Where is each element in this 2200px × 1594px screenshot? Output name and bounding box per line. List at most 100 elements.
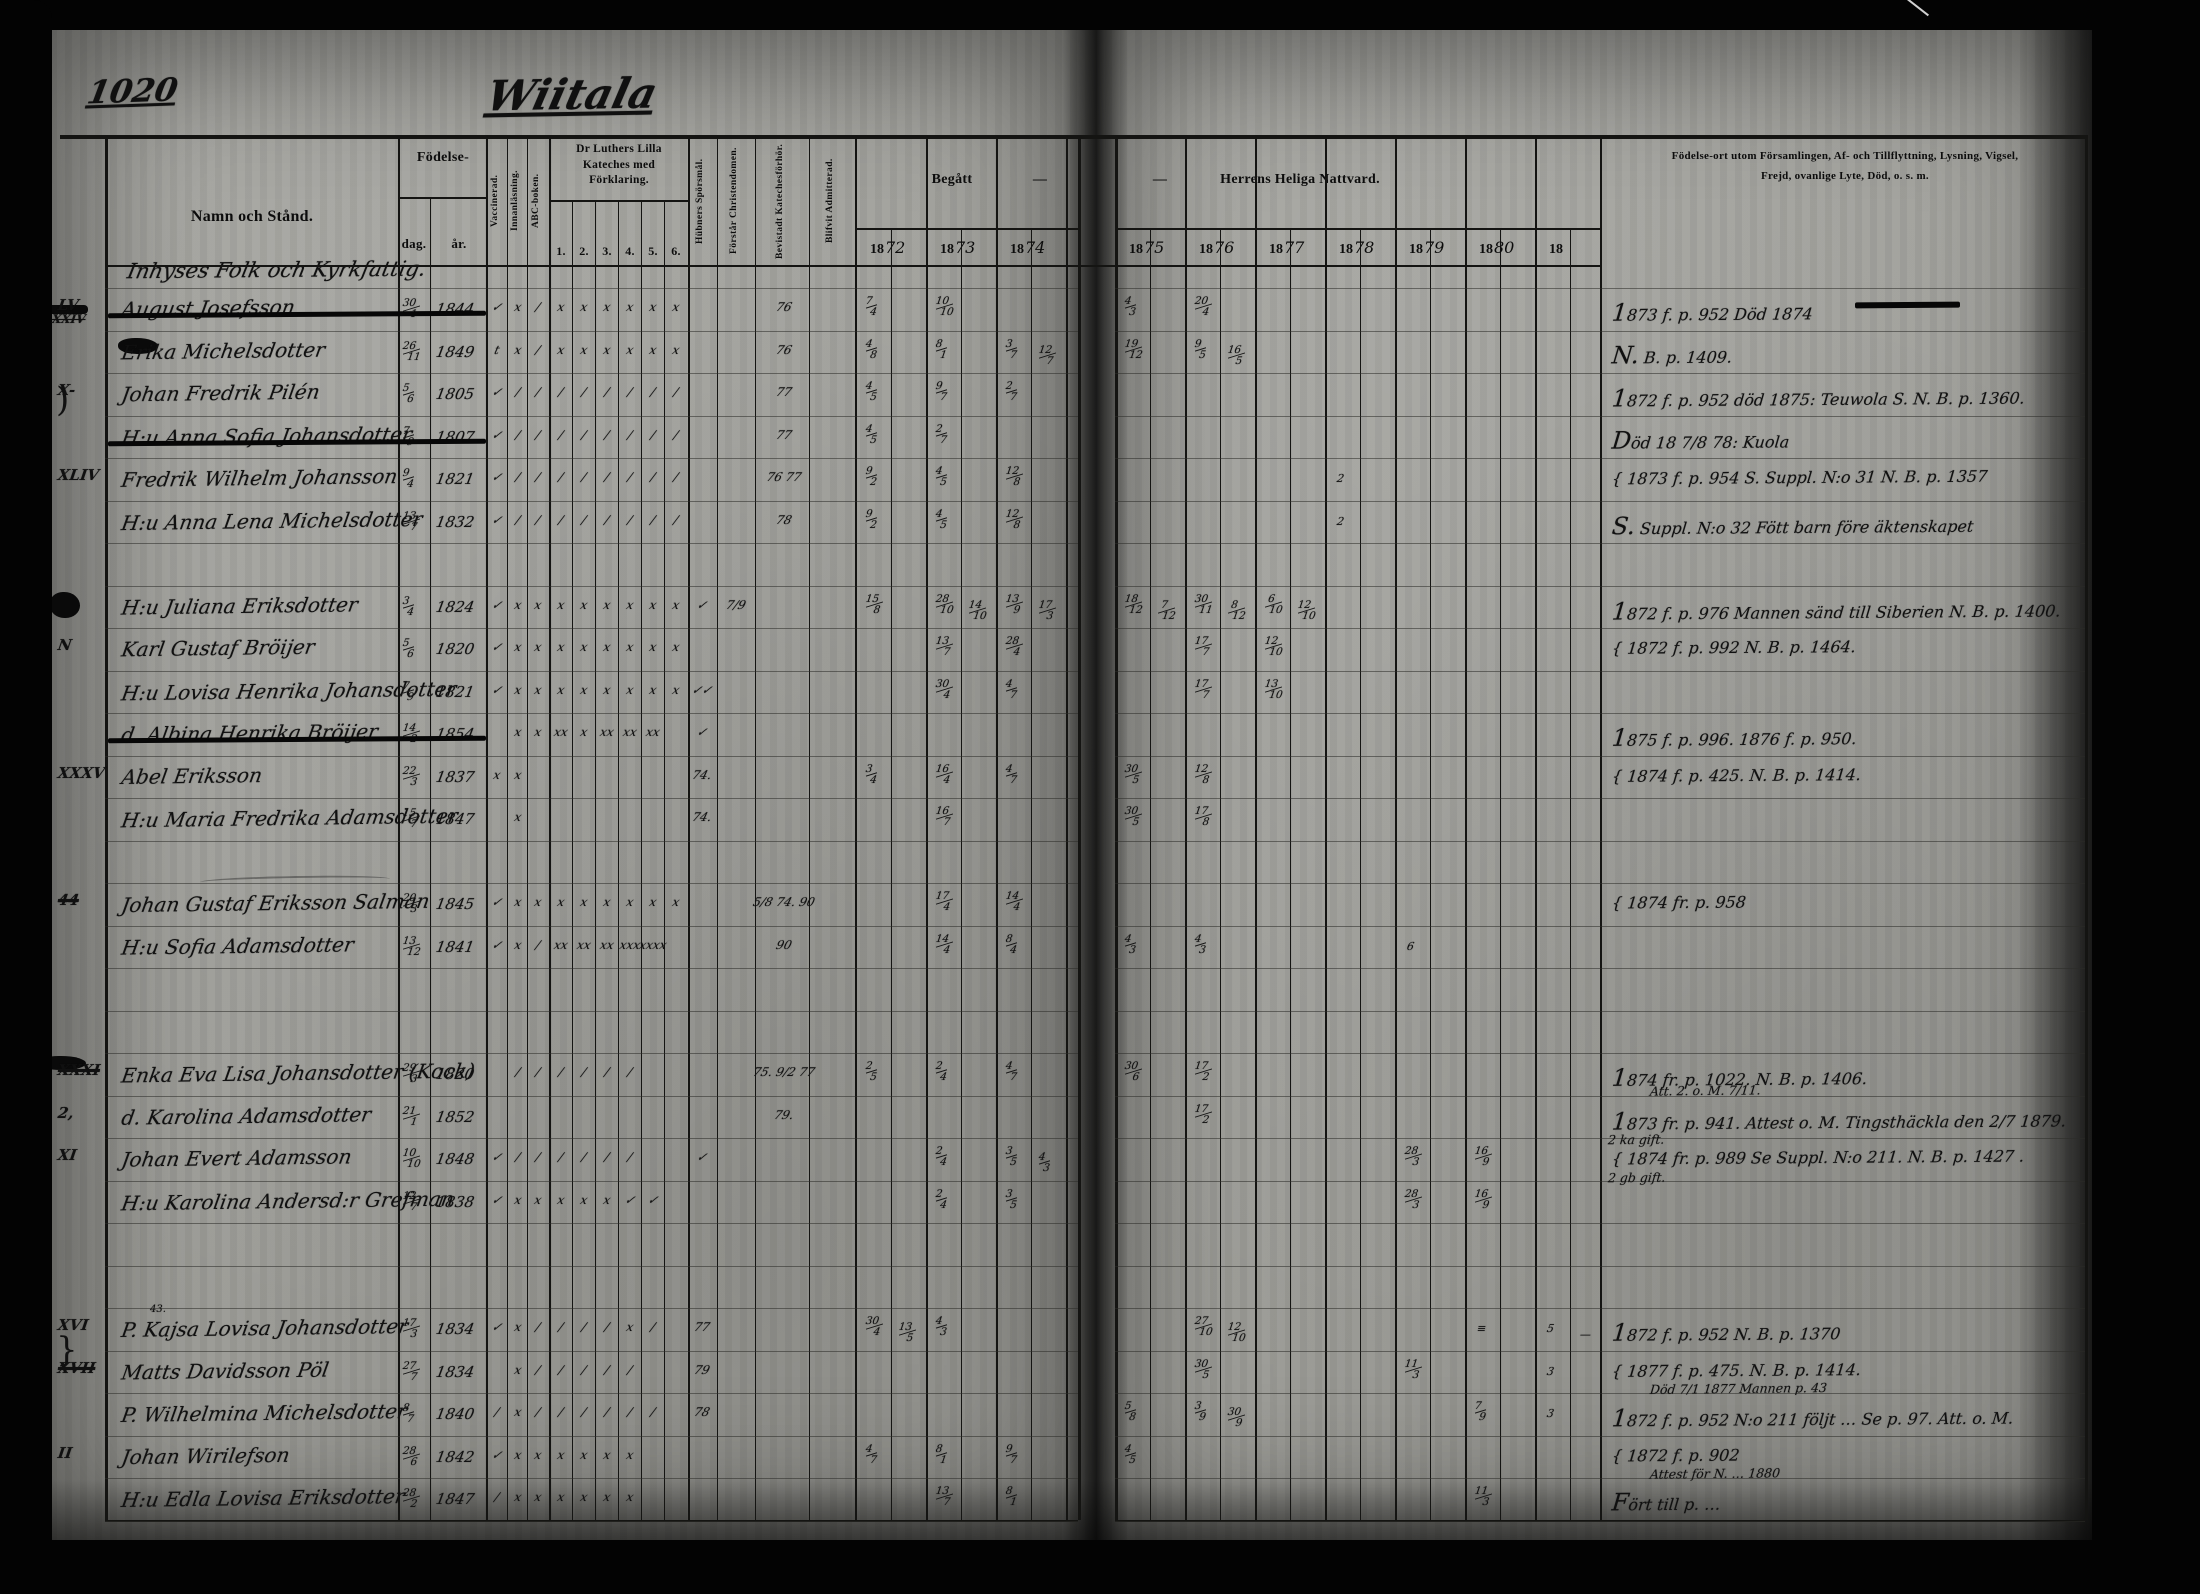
communion-date: 30 5 bbox=[1123, 805, 1141, 828]
year-suffix: 80 bbox=[1494, 238, 1515, 257]
communion-date: 26 11 bbox=[401, 339, 422, 363]
grid-line bbox=[664, 200, 665, 1520]
rule-line bbox=[1115, 628, 2085, 629]
rule-line bbox=[1115, 1393, 2085, 1394]
birth-year: 1821 bbox=[434, 470, 476, 488]
communion-date: 14 10 bbox=[967, 598, 988, 622]
page-title: Wiitala bbox=[481, 68, 663, 121]
rule-line bbox=[1115, 1096, 2085, 1097]
rule-line bbox=[105, 798, 1078, 799]
grid-line bbox=[1255, 135, 1257, 1520]
communion-date: 12 7 bbox=[401, 1189, 419, 1213]
rule-line bbox=[1115, 1011, 2085, 1012]
communion-date: 11 3 bbox=[1473, 1485, 1491, 1508]
annotation-note: 1872 f. p. 952 N. B. p. 1370 bbox=[1610, 1318, 1842, 1347]
rule-line bbox=[105, 1138, 1078, 1139]
reading-mark: 74. bbox=[690, 767, 714, 782]
grid-line bbox=[1360, 228, 1361, 1520]
scan-edge bbox=[0, 0, 2200, 30]
rule-line bbox=[105, 501, 1078, 502]
reading-mark: xx bbox=[575, 937, 593, 952]
rule-line bbox=[105, 671, 1078, 672]
annotation-note: { 1874 fr. p. 989 Se Suppl. N:o 211. N. … bbox=[1611, 1146, 2026, 1169]
grid-line bbox=[430, 197, 431, 1520]
rule-line bbox=[105, 543, 1078, 544]
grid-line bbox=[60, 135, 2085, 139]
communion-date: 30 5 bbox=[1123, 762, 1141, 786]
reading-mark: xxxx bbox=[637, 937, 669, 952]
column-header-catechism-number: 1. bbox=[556, 244, 566, 258]
rule-line bbox=[1115, 1351, 2085, 1352]
communion-date: 10 10 bbox=[401, 1147, 422, 1170]
birth-year: 1847 bbox=[434, 1490, 476, 1508]
grid-line bbox=[996, 135, 998, 1520]
communion-date: 28 3 bbox=[1403, 1187, 1421, 1211]
communion-date: 13 10 bbox=[1263, 677, 1284, 701]
annotation-note: Fört till p. … bbox=[1610, 1488, 1722, 1517]
scan-shadow bbox=[0, 1480, 2200, 1550]
communion-date: 16 9 bbox=[1473, 1145, 1491, 1168]
grid-line bbox=[1220, 228, 1221, 1520]
grid-line bbox=[618, 200, 619, 1520]
reading-mark: xx bbox=[621, 725, 639, 739]
rule-line bbox=[1115, 1053, 2085, 1054]
rule-line bbox=[1115, 713, 2085, 714]
reading-mark: xx bbox=[552, 725, 570, 739]
birth-year: 1838 bbox=[434, 1192, 476, 1211]
rule-line bbox=[105, 1436, 1078, 1437]
rule-line bbox=[1115, 968, 2085, 969]
grid-line bbox=[641, 200, 642, 1520]
rule-line bbox=[1115, 1521, 2085, 1522]
communion-date: 14 4 bbox=[1004, 890, 1022, 913]
communion-date: 16 4 bbox=[934, 762, 952, 786]
ink-scribble bbox=[46, 305, 88, 314]
birth-year: 1805 bbox=[434, 385, 476, 403]
year-header: 1874 bbox=[1010, 238, 1045, 258]
reading-mark: 76 77 bbox=[765, 470, 803, 484]
communion-date: 12 10 bbox=[1226, 1321, 1247, 1344]
grid-line bbox=[398, 197, 486, 199]
annotation-note: { 1877 f. p. 475. N. B. p. 1414. bbox=[1611, 1359, 1862, 1381]
year-prefix: 18 bbox=[1010, 242, 1024, 257]
annotation-note: 1872 f. p. 952 död 1875: Teuwola S. N. B… bbox=[1610, 384, 2026, 413]
grid-line bbox=[1078, 135, 1081, 1520]
year-prefix: 18 bbox=[1409, 242, 1423, 257]
communion-date: 13 12 bbox=[401, 934, 422, 958]
communion-date: 15 8 bbox=[864, 592, 882, 616]
communion-mark: — bbox=[1578, 1328, 1593, 1341]
annotation-note: { 1872 f. p. 992 N. B. p. 1464. bbox=[1611, 637, 1857, 658]
grid-line bbox=[595, 200, 596, 1520]
reading-mark: xx bbox=[552, 937, 570, 952]
row-name: H:u Edla Lovisa Eriksdotter bbox=[119, 1484, 407, 1512]
communion-date: 16 5 bbox=[1226, 343, 1244, 367]
reading-mark: 75. 9/2 77 bbox=[751, 1065, 817, 1079]
grid-line bbox=[1600, 135, 1602, 1520]
column-header-catechism: Dr Luthers Lilla Kateches med Förklaring… bbox=[576, 143, 662, 187]
margin-numeral: XVI bbox=[56, 1316, 90, 1334]
year-header: 1876 bbox=[1199, 238, 1234, 258]
rule-line bbox=[1115, 331, 2085, 332]
column-header-birth-year: år. bbox=[451, 236, 467, 251]
grid-line bbox=[755, 135, 756, 1520]
annotation-note-small: Attest för N. … 1880 bbox=[1649, 1464, 1781, 1482]
margin-numeral: II bbox=[56, 1443, 74, 1462]
grid-line bbox=[1290, 228, 1291, 1520]
birth-year: 1821 bbox=[434, 682, 476, 701]
communion-date: 22 3 bbox=[401, 764, 419, 788]
row-name: Johan Gustaf Eriksson Salman bbox=[119, 888, 432, 918]
communion-date: 17 3 bbox=[1037, 598, 1055, 622]
margin-numeral: XXXV bbox=[56, 763, 106, 782]
rule-line bbox=[1115, 1181, 2085, 1182]
